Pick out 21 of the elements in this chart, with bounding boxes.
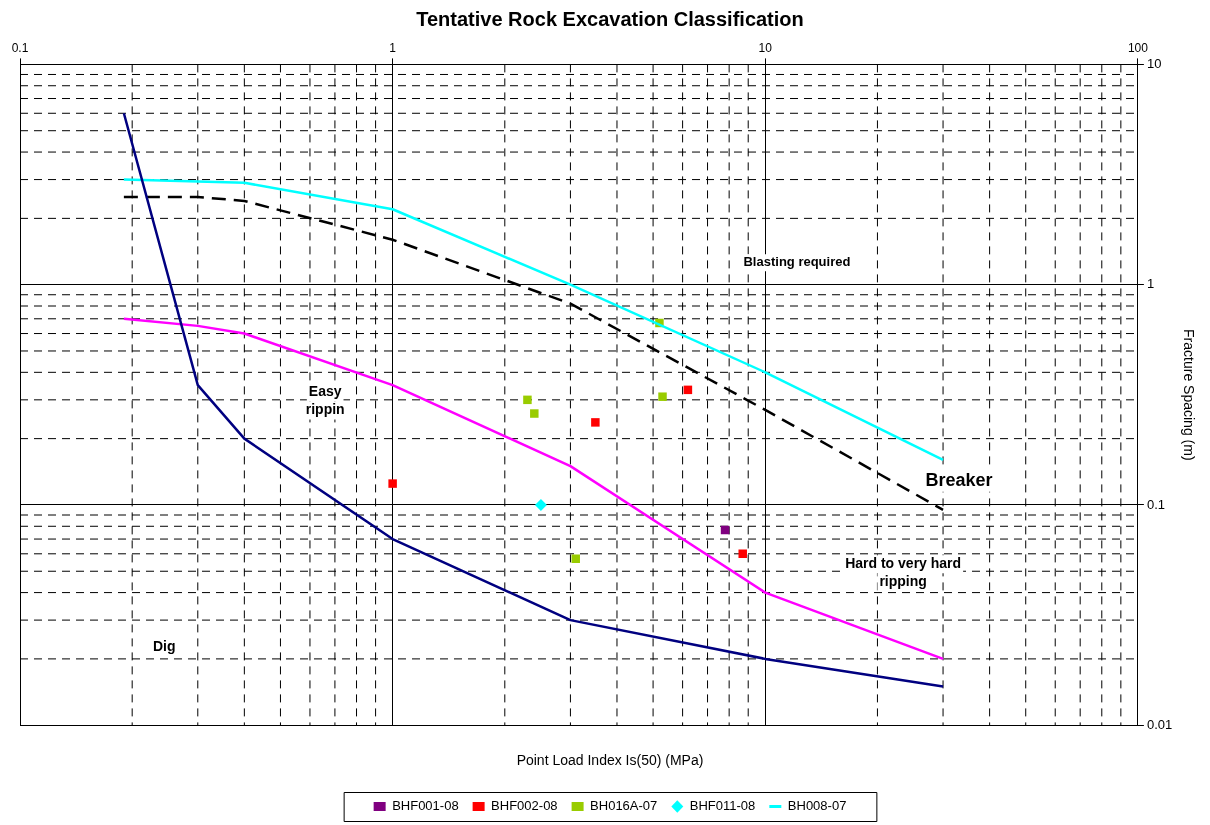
annotation: Blasting required <box>743 254 851 270</box>
annotation: Hard to very hard ripping <box>845 555 962 590</box>
x-tick-label: 1 <box>389 40 397 55</box>
y-tick-label: 1 <box>1146 276 1155 292</box>
x-axis-title: Point Load Index Is(50) (MPa) <box>516 752 704 769</box>
annotation: Breaker <box>925 469 993 490</box>
y-tick-label: 10 <box>1146 55 1162 71</box>
annotation: Dig <box>152 638 176 655</box>
chart-title: Tentative Rock Excavation Classification <box>416 7 804 30</box>
x-tick-label: 0.1 <box>11 40 29 55</box>
x-tick-label: 100 <box>1127 40 1149 55</box>
legend-label: BHF002-08 <box>491 798 558 814</box>
annotation: Easy rippin <box>305 383 345 418</box>
legend-label: BHF001-08 <box>392 798 459 814</box>
legend-label: BH016A-07 <box>590 798 658 814</box>
x-tick-label: 10 <box>758 40 773 55</box>
y-tick-label: 0.1 <box>1146 496 1165 512</box>
legend-label: BH008-07 <box>787 798 847 814</box>
y-axis-title: Fracture Spacing (m) <box>1180 329 1197 461</box>
y-tick-label: 0.01 <box>1146 716 1173 732</box>
legend-label: BHF011-08 <box>689 798 756 814</box>
